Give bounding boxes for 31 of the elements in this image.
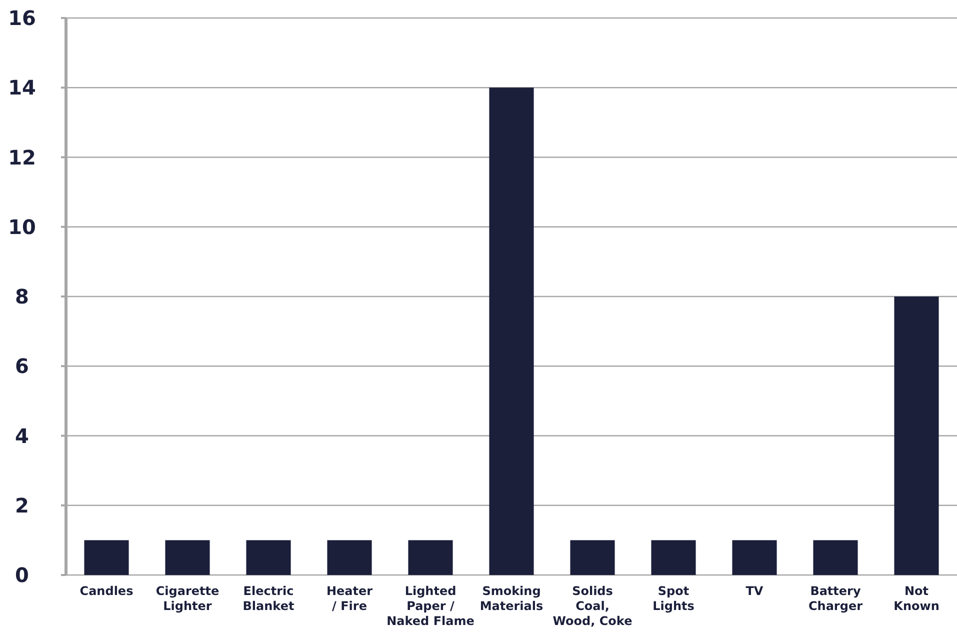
x-tick-label: Heater / Fire [326, 584, 373, 613]
y-tick-label: 6 [15, 354, 29, 378]
bar [327, 540, 372, 575]
bar [894, 296, 939, 575]
bar [732, 540, 777, 575]
x-tick-label: Smoking Materials [480, 584, 544, 613]
x-tick-label: Electric Blanket [242, 584, 294, 613]
y-tick-label: 8 [15, 284, 29, 308]
y-tick-label: 16 [8, 6, 36, 30]
y-tick-label: 2 [15, 493, 29, 518]
bar [489, 88, 534, 575]
x-tick-label: Cigarette Lighter [156, 584, 220, 613]
x-tick-label: Solids Coal, Wood, Coke [552, 584, 632, 628]
bar [651, 540, 696, 575]
bar [165, 540, 210, 575]
bar [408, 540, 453, 575]
bar [246, 540, 291, 575]
y-tick-label: 10 [8, 214, 36, 239]
x-tick-label: Battery Charger [808, 584, 863, 613]
x-tick-label: Candles [80, 584, 134, 598]
y-tick-label: 4 [15, 424, 29, 448]
y-tick-label: 14 [8, 76, 36, 100]
x-tick-label: Lighted Paper / Naked Flame [386, 584, 474, 628]
bar [84, 540, 129, 575]
y-tick-label: 0 [15, 563, 29, 587]
x-tick-label: Spot Lights [652, 584, 694, 613]
x-tick-label: TV [746, 584, 764, 598]
x-tick-label: Not Known [894, 584, 940, 613]
bar [570, 540, 615, 575]
y-tick-label: 12 [8, 145, 36, 170]
bar [813, 540, 858, 575]
